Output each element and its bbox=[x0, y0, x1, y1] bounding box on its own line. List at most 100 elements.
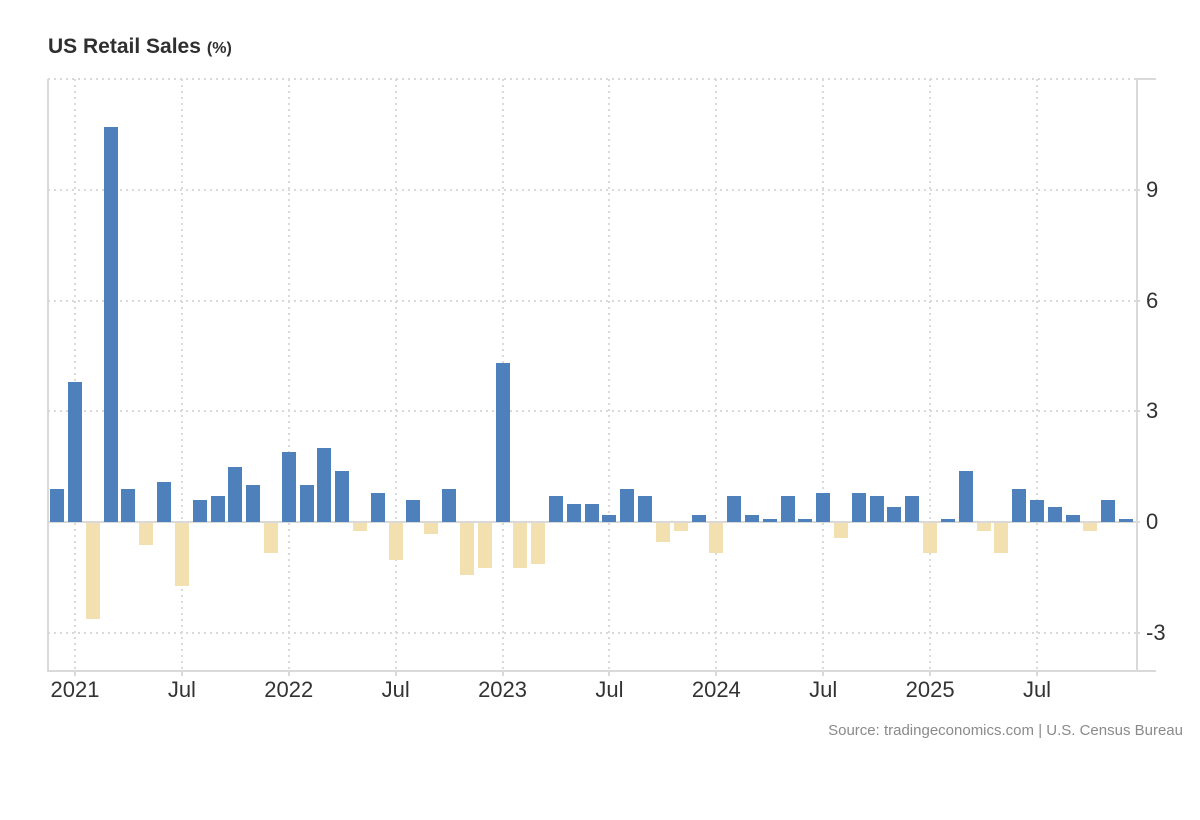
bar-2023-04[interactable] bbox=[549, 496, 563, 523]
v-gridline-2024-01 bbox=[715, 79, 718, 670]
bar-2025-11[interactable] bbox=[1101, 500, 1116, 523]
x-tick-2024-07 bbox=[822, 670, 825, 676]
bar-2022-10[interactable] bbox=[442, 489, 457, 523]
bar-2025-05[interactable] bbox=[994, 523, 1009, 553]
bar-2022-07[interactable] bbox=[388, 523, 403, 561]
v-gridline-2025-01 bbox=[929, 79, 932, 670]
left-axis-line bbox=[47, 79, 49, 670]
y-axis-label-6: 6 bbox=[1146, 287, 1159, 313]
bar-2025-02[interactable] bbox=[940, 518, 955, 523]
y-tick-6 bbox=[1138, 299, 1144, 302]
bar-2022-02[interactable] bbox=[299, 485, 314, 523]
bar-2025-08[interactable] bbox=[1047, 507, 1062, 523]
bar-2023-05[interactable] bbox=[566, 503, 581, 523]
bar-2024-08[interactable] bbox=[834, 523, 849, 539]
x-tick-2023-01 bbox=[501, 670, 504, 676]
x-axis-label-2022-01: 2022 bbox=[264, 677, 314, 702]
x-axis-label-2022-07: Jul bbox=[381, 677, 410, 702]
x-axis-label-2023-07: Jul bbox=[595, 677, 624, 702]
bar-2023-09[interactable] bbox=[638, 496, 653, 523]
bar-2023-06[interactable] bbox=[584, 503, 599, 523]
h-gridline-9 bbox=[48, 188, 1136, 191]
x-axis-label-2025-01: 2025 bbox=[905, 677, 955, 702]
bar-2023-11[interactable] bbox=[673, 523, 688, 531]
x-tick-2021-01 bbox=[74, 670, 76, 676]
bar-2025-06[interactable] bbox=[1012, 489, 1027, 523]
bar-2023-01[interactable] bbox=[495, 363, 510, 523]
bar-2022-04[interactable] bbox=[335, 470, 350, 523]
bar-2021-12[interactable] bbox=[263, 523, 278, 553]
bar-2020-12[interactable] bbox=[50, 489, 65, 523]
zero-line bbox=[48, 521, 1136, 524]
x-tick-2023-07 bbox=[608, 670, 611, 676]
x-axis-label-2024-07: Jul bbox=[809, 677, 838, 702]
v-gridline-2024-07 bbox=[822, 79, 825, 670]
v-gridline-2021-07 bbox=[180, 79, 183, 670]
bar-2022-06[interactable] bbox=[370, 492, 385, 523]
bar-2022-11[interactable] bbox=[459, 523, 474, 575]
bar-2025-03[interactable] bbox=[958, 470, 973, 523]
chart-title: US Retail Sales (%) bbox=[48, 36, 232, 57]
right-axis-line bbox=[1136, 79, 1138, 670]
bar-2023-03[interactable] bbox=[531, 523, 546, 564]
bar-2021-02[interactable] bbox=[85, 523, 100, 620]
bar-2023-12[interactable] bbox=[691, 514, 706, 523]
v-gridline-2023-07 bbox=[608, 79, 611, 670]
bar-2022-08[interactable] bbox=[406, 500, 421, 523]
bar-2021-10[interactable] bbox=[228, 466, 243, 523]
v-gridline-2021-01 bbox=[74, 79, 76, 670]
y-axis-label-3: 3 bbox=[1146, 398, 1159, 424]
bar-2023-07[interactable] bbox=[602, 514, 617, 523]
h-gridline-6 bbox=[48, 299, 1136, 302]
x-tick-2025-07 bbox=[1036, 670, 1038, 676]
x-tick-2025-01 bbox=[929, 670, 932, 676]
source-credit: Source: tradingeconomics.com | U.S. Cens… bbox=[828, 722, 1183, 739]
y-axis-label--3: -3 bbox=[1146, 620, 1166, 646]
bar-2025-09[interactable] bbox=[1065, 514, 1080, 523]
bar-2024-05[interactable] bbox=[780, 496, 795, 523]
bar-2022-09[interactable] bbox=[424, 523, 439, 535]
bar-2021-11[interactable] bbox=[246, 485, 261, 523]
x-axis-label-2025-07: Jul bbox=[1022, 677, 1052, 702]
bar-2024-03[interactable] bbox=[744, 514, 759, 523]
h-gridline-12 bbox=[48, 78, 1136, 80]
x-axis-label-2021-07: Jul bbox=[167, 677, 196, 702]
x-tick-2022-07 bbox=[394, 670, 397, 676]
bar-2024-12[interactable] bbox=[905, 496, 920, 523]
bar-2021-01[interactable] bbox=[68, 381, 82, 523]
bar-2025-04[interactable] bbox=[976, 523, 991, 531]
v-gridline-2022-07 bbox=[394, 79, 397, 670]
bar-2021-09[interactable] bbox=[210, 496, 225, 523]
x-tick-2021-07 bbox=[180, 670, 183, 676]
bar-2024-06[interactable] bbox=[798, 518, 813, 523]
bar-2025-01[interactable] bbox=[923, 523, 938, 553]
bar-2025-07[interactable] bbox=[1030, 500, 1044, 523]
bar-2023-08[interactable] bbox=[620, 489, 635, 523]
x-axis-label-2023-01: 2023 bbox=[478, 677, 528, 702]
bar-2024-01[interactable] bbox=[709, 523, 724, 553]
bar-2021-07[interactable] bbox=[174, 523, 189, 587]
bar-2025-12[interactable] bbox=[1119, 518, 1134, 523]
bar-2021-06[interactable] bbox=[157, 481, 172, 523]
bar-2024-11[interactable] bbox=[887, 507, 902, 523]
chart-title-unit: (%) bbox=[206, 40, 232, 57]
bar-2021-03[interactable] bbox=[103, 127, 118, 523]
bar-2021-08[interactable] bbox=[192, 500, 207, 523]
bar-2021-05[interactable] bbox=[139, 523, 154, 546]
bar-2023-02[interactable] bbox=[513, 523, 528, 568]
bar-2023-10[interactable] bbox=[655, 523, 670, 542]
bar-2022-12[interactable] bbox=[477, 523, 492, 568]
bar-2021-04[interactable] bbox=[121, 489, 136, 523]
bar-2022-03[interactable] bbox=[317, 448, 332, 523]
bar-2024-04[interactable] bbox=[762, 518, 777, 523]
chart-title-text: US Retail Sales bbox=[48, 35, 201, 58]
bar-2024-02[interactable] bbox=[727, 496, 742, 523]
bar-2024-10[interactable] bbox=[869, 496, 884, 523]
bar-2024-09[interactable] bbox=[851, 492, 866, 523]
bar-2022-05[interactable] bbox=[353, 523, 368, 531]
bar-2022-01[interactable] bbox=[281, 452, 296, 523]
bar-2024-07[interactable] bbox=[816, 492, 831, 523]
x-axis-label-2021-01: 2021 bbox=[50, 677, 100, 702]
bar-2025-10[interactable] bbox=[1083, 523, 1098, 531]
